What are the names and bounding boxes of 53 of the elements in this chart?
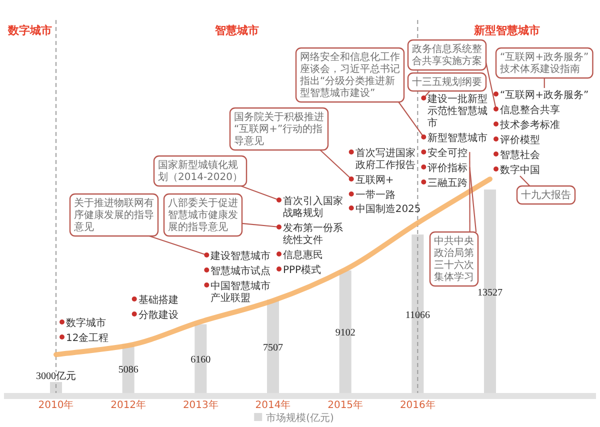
data-label: 3000亿元 (36, 371, 76, 382)
annotation: 十九大报告 (521, 189, 571, 201)
data-label: 6160 (190, 354, 211, 366)
annotation: 中国制造2025 (355, 203, 421, 215)
annotation: 新型智慧城市 (428, 132, 488, 144)
annotation: 技术参考标准 (499, 119, 560, 131)
annotation: 数字城市 (66, 317, 106, 329)
annotation: 智慧社会 (500, 149, 540, 161)
annotation: “互联网+政务服务” (500, 89, 589, 101)
x-tick-label: 2016年 (400, 399, 436, 411)
annotation: 国家新型城镇化规划（2014-2020） (158, 159, 243, 183)
annotation: 评价模型 (500, 134, 540, 146)
annotation: 12金工程 (66, 332, 109, 344)
data-label: 11066 (405, 310, 430, 321)
annotation: 中共中央政治局第三十六次集体学习 (434, 235, 474, 283)
annotation: 安全可控 (428, 147, 468, 159)
annotation: 十三五规划纲要 (412, 76, 482, 88)
annotation: 首次写进国家政府工作报告 (355, 147, 416, 171)
annotation: 智慧城市 (214, 24, 259, 37)
annotation: 信息整合共享 (500, 104, 560, 116)
annotation: 发布第一份系统性文件 (283, 222, 343, 246)
annotation: 国务院关于积极推进“互联网+”行动的指导意见 (234, 111, 324, 147)
annotation: 评价指标 (428, 162, 468, 174)
annotation: 数字中国 (500, 164, 540, 176)
annotation: 首次引入国家战略规划 (283, 195, 343, 219)
annotation: 网络安全和信息化工作座谈会，习近平总书记指出“分级分类推进新型智慧城市建设” (299, 51, 400, 99)
annotation: 一带一路 (355, 189, 396, 201)
annotation: 中国智慧城市产业联盟 (210, 280, 271, 304)
data-label: 7507 (263, 342, 283, 354)
annotation: 信息惠民 (283, 249, 323, 261)
x-tick-label: 2015年 (328, 399, 364, 411)
data-label: 5086 (118, 364, 138, 376)
x-tick-label: 2014年 (255, 399, 291, 411)
annotation: 政务信息系统整合共享实施方案 (412, 43, 482, 67)
annotation: 分散建设 (138, 309, 178, 321)
x-tick-label: 2012年 (110, 399, 146, 411)
annotation: PPP模式 (283, 264, 322, 276)
annotation: 三融五跨 (428, 177, 468, 189)
annotation: 新型智慧城市 (472, 24, 540, 37)
data-label: 9102 (335, 328, 356, 339)
annotation: 建设智慧城市 (210, 250, 271, 262)
annotation: 基础搭建 (138, 294, 178, 306)
annotation: “互联网+政务服务”技术体系建设指南 (499, 51, 589, 75)
x-tick-label: 2010年 (38, 399, 74, 411)
annotation: 关于推进物联网有序健康发展的指导意见 (73, 197, 154, 233)
annotation: 互联网+ (355, 174, 394, 186)
legend-label: 市场规模(亿元) (266, 412, 334, 424)
data-label: 13527 (478, 287, 502, 298)
annotation: 数字城市 (7, 24, 52, 37)
annotation: 建设一批新型示范性智慧城市 (426, 93, 488, 129)
x-tick-label: 2013年 (182, 399, 218, 411)
annotation: 智慧城市试点 (210, 265, 271, 277)
annotation: 八部委关于促进智慧城市健康发展的指导意见 (168, 197, 238, 233)
